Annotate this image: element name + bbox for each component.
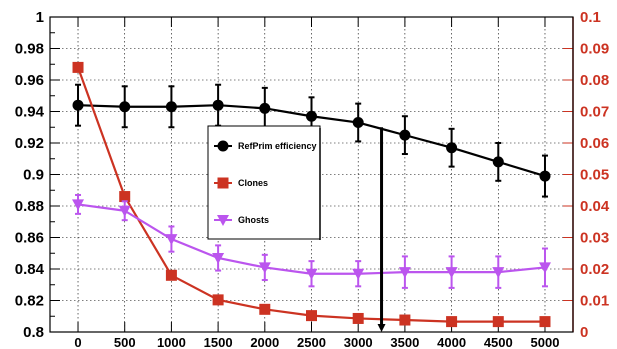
x-tick-label: 1000 (157, 335, 186, 349)
legend: RefPrim efficiency Clones Ghosts (207, 125, 321, 240)
point-circle (259, 102, 271, 114)
x-tick-label: 3500 (390, 335, 419, 349)
point-square (399, 314, 411, 326)
left-tick-label: 0.96 (15, 72, 44, 89)
left-axis-labels: 0.8 0.82 0.84 0.86 0.88 0.9 0.92 0.94 0.96 0.98 1 (15, 9, 45, 341)
point-triangle (305, 268, 318, 280)
point-circle (446, 142, 458, 154)
x-tick-label: 2500 (297, 335, 326, 349)
left-tick-label: 0.84 (15, 261, 45, 278)
x-tick-label: 4500 (484, 335, 513, 349)
point-triangle (212, 252, 225, 264)
point-triangle (352, 268, 365, 280)
point-circle (492, 156, 504, 168)
point-square (119, 191, 131, 203)
right-tick-label: 0 (580, 324, 588, 341)
point-circle (165, 101, 177, 113)
point-square (492, 316, 504, 328)
x-tick-label: 1500 (204, 335, 233, 349)
right-tick-label: 0.09 (580, 41, 609, 58)
x-tick-label: 500 (114, 335, 136, 349)
point-circle (72, 99, 84, 111)
left-tick-label: 0.9 (23, 167, 44, 184)
plot-frame (49, 16, 574, 333)
right-tick-label: 0.04 (580, 198, 610, 215)
point-triangle (165, 234, 178, 246)
point-triangle (118, 205, 131, 217)
point-square (352, 312, 364, 324)
point-triangle (217, 215, 229, 226)
x-tick-label: 2000 (250, 335, 279, 349)
point-triangle (398, 267, 411, 279)
point-circle (399, 129, 411, 141)
series-refprim-efficiency (72, 83, 551, 198)
point-square (212, 294, 224, 306)
x-tick-label: 4000 (437, 335, 466, 349)
arrow-head (377, 324, 386, 332)
right-tick-label: 0.03 (580, 230, 609, 247)
point-square (165, 269, 177, 281)
point-circle (352, 117, 364, 129)
point-square (446, 316, 458, 328)
right-tick-label: 0.08 (580, 72, 609, 89)
point-circle (306, 110, 317, 122)
left-tick-label: 0.88 (15, 198, 44, 215)
x-tick-label: 0 (74, 335, 81, 349)
right-tick-label: 0.01 (580, 293, 609, 310)
legend-label: Clones (238, 178, 268, 188)
point-triangle (492, 267, 505, 279)
left-tick-label: 0.94 (15, 104, 45, 121)
legend-label: Ghosts (238, 215, 269, 225)
point-circle (217, 140, 229, 152)
point-circle (119, 101, 131, 113)
point-circle (539, 170, 551, 182)
right-tick-label: 0.06 (580, 135, 609, 152)
point-triangle (72, 199, 85, 211)
right-axis-labels: 0 0.01 0.02 0.03 0.04 0.05 0.06 0.07 0.08 0.09 0.1 (580, 9, 610, 341)
point-triangle (445, 267, 458, 279)
series-clones (72, 61, 551, 328)
series-layer (72, 61, 551, 328)
point-circle (212, 99, 224, 111)
right-tick-label: 0.02 (580, 261, 609, 278)
point-square (259, 303, 271, 315)
point-triangle (538, 262, 551, 274)
left-tick-label: 0.92 (15, 135, 44, 152)
point-triangle (258, 262, 271, 274)
left-tick-label: 0.98 (15, 41, 44, 58)
series-ghosts (72, 193, 551, 289)
left-tick-label: 1 (36, 9, 44, 26)
left-tick-label: 0.8 (23, 324, 44, 341)
x-tick-label: 3000 (344, 335, 373, 349)
point-square (217, 177, 229, 189)
right-tick-label: 0.1 (580, 9, 601, 26)
annotation-arrow (377, 127, 386, 332)
right-tick-label: 0.07 (580, 104, 609, 121)
x-axis-labels: 0 500 1000 1500 2000 2500 3000 3500 4000 4500 5000 (74, 335, 559, 349)
legend-label: RefPrim efficiency (238, 141, 317, 151)
point-square (72, 61, 84, 73)
left-tick-label: 0.86 (15, 230, 44, 247)
x-tick-label: 5000 (531, 335, 560, 349)
right-tick-label: 0.05 (580, 167, 609, 184)
point-square (306, 310, 317, 322)
left-tick-label: 0.82 (15, 293, 44, 310)
point-square (539, 316, 551, 328)
